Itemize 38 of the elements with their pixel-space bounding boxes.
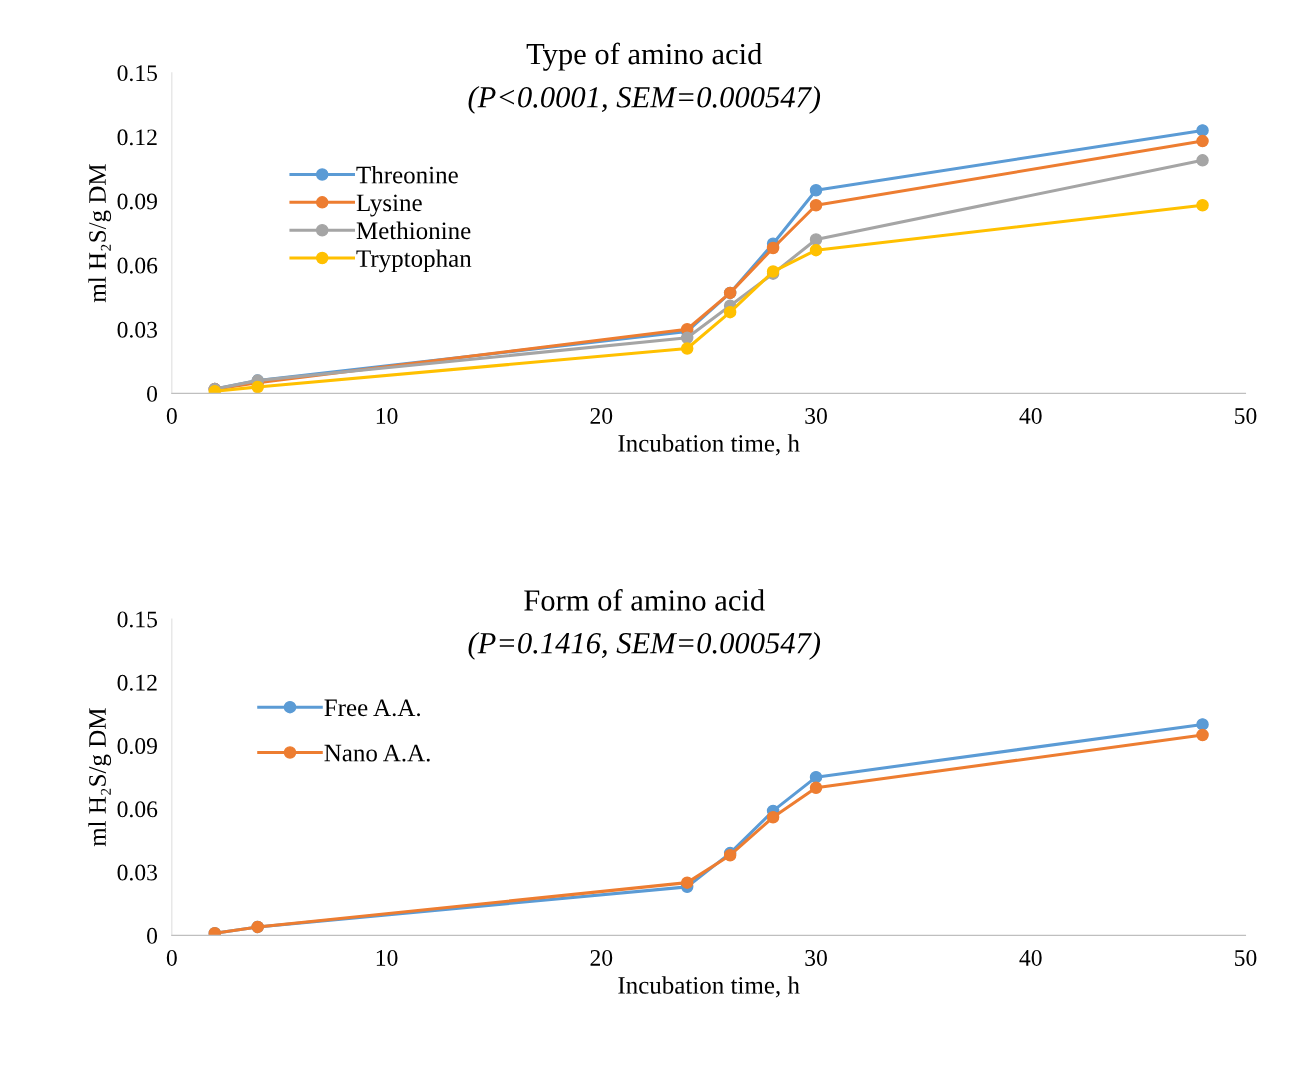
x-tick-label: 20 — [590, 407, 613, 424]
x-tick-label: 20 — [590, 949, 613, 966]
legend-label: Nano A.A. — [324, 744, 430, 762]
x-tick-label: 10 — [376, 407, 398, 424]
y-tick-label: 0 — [147, 385, 158, 402]
x-tick-label: 50 — [1235, 407, 1257, 424]
legend-label: Methionine — [356, 221, 471, 240]
x-tick-label: 10 — [376, 949, 398, 966]
y-tick-label: 0.09 — [117, 193, 157, 210]
y-tick-label: 0.03 — [117, 321, 158, 338]
x-tick-label: 40 — [1019, 949, 1042, 966]
x-tick-label: 0 — [166, 407, 177, 424]
legend-label: Tryptophan — [356, 249, 472, 273]
y-tick-label: 0.03 — [117, 864, 158, 881]
y-tick-label: 0 — [147, 927, 158, 944]
x-tick-label: 30 — [805, 949, 827, 966]
y-tick-label: 0.06 — [117, 257, 158, 274]
x-tick-label: 30 — [805, 407, 827, 424]
y-axis-title: ml H₂S/g DM — [88, 708, 112, 847]
legend-label: Threonine — [356, 165, 458, 184]
y-tick-label: 0.15 — [117, 65, 158, 82]
x-tick-label: 0 — [166, 949, 177, 966]
x-axis-title: Incubation time, h — [618, 976, 800, 998]
chart-title: Type of amino acid — [526, 42, 763, 71]
y-tick-label: 0.06 — [117, 801, 158, 818]
legend-label: Free A.A. — [324, 699, 421, 717]
y-tick-label: 0.12 — [117, 674, 157, 691]
chart-subtitle: (P=0.1416, SEM=0.000547) — [468, 631, 821, 660]
y-axis-title: ml H₂S/g DM — [88, 164, 112, 303]
chart-title: Form of amino acid — [524, 588, 765, 611]
y-tick-label: 0.09 — [117, 738, 157, 755]
x-tick-label: 40 — [1019, 407, 1042, 424]
x-axis-title: Incubation time, h — [618, 434, 800, 456]
x-tick-label: 50 — [1235, 949, 1257, 966]
y-tick-label: 0.12 — [117, 129, 157, 146]
y-tick-label: 0.15 — [117, 611, 158, 628]
legend-label: Lysine — [356, 194, 422, 217]
chart-subtitle: (P<0.0001, SEM=0.000547) — [468, 86, 821, 114]
